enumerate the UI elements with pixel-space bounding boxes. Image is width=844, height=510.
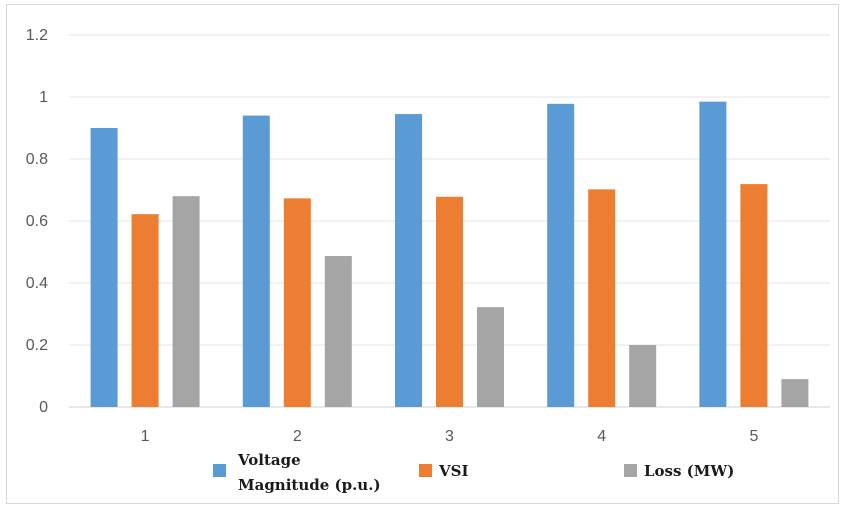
y-tick-label: 0.6: [26, 213, 48, 230]
bar-loss-mw-5: [781, 379, 809, 407]
x-tick-label: 3: [445, 428, 454, 445]
chart-frame: [6, 4, 839, 504]
y-axis-ticks: 0 0.2 0.4 0.6 0.8 1 1.2: [26, 27, 48, 416]
bar-loss-mw-3: [477, 307, 504, 407]
bar-voltage-magnitude-p-u-1: [90, 128, 118, 407]
y-tick-label: 0.2: [26, 337, 48, 354]
bar-loss-mw-1: [172, 196, 200, 407]
bar-vsi-3: [436, 196, 463, 407]
legend-label: Loss (MW): [644, 462, 734, 480]
bar-vsi-1: [131, 214, 159, 407]
legend: Voltage Magnitude (p.u.) VSI Loss (MW): [213, 451, 734, 494]
y-tick-label: 1: [39, 89, 48, 106]
bars: [90, 101, 809, 408]
bar-loss-mw-2: [324, 256, 352, 407]
bar-voltage-magnitude-p-u-3: [395, 114, 422, 408]
bar-voltage-magnitude-p-u-2: [242, 115, 270, 407]
legend-label: Voltage: [237, 451, 301, 469]
bar-loss-mw-4: [629, 345, 657, 407]
x-tick-label: 5: [749, 428, 758, 445]
y-tick-label: 0.4: [26, 275, 48, 292]
x-axis-ticks: 1 2 3 4 5: [141, 428, 759, 445]
y-tick-label: 0.8: [26, 151, 48, 168]
legend-swatch: [624, 464, 637, 477]
bar-vsi-4: [588, 189, 616, 407]
x-tick-label: 2: [293, 428, 302, 445]
bar-vsi-2: [283, 198, 311, 407]
legend-swatch: [213, 464, 226, 477]
legend-label: VSI: [438, 462, 469, 480]
x-tick-label: 4: [597, 428, 606, 445]
legend-swatch: [419, 464, 432, 477]
bar-voltage-magnitude-p-u-5: [699, 101, 727, 408]
bar-voltage-magnitude-p-u-4: [547, 103, 575, 407]
y-tick-label: 0: [39, 399, 48, 416]
bar-vsi-5: [740, 184, 768, 407]
y-tick-label: 1.2: [26, 27, 48, 44]
x-tick-label: 1: [141, 428, 150, 445]
legend-label: Magnitude (p.u.): [238, 476, 381, 494]
